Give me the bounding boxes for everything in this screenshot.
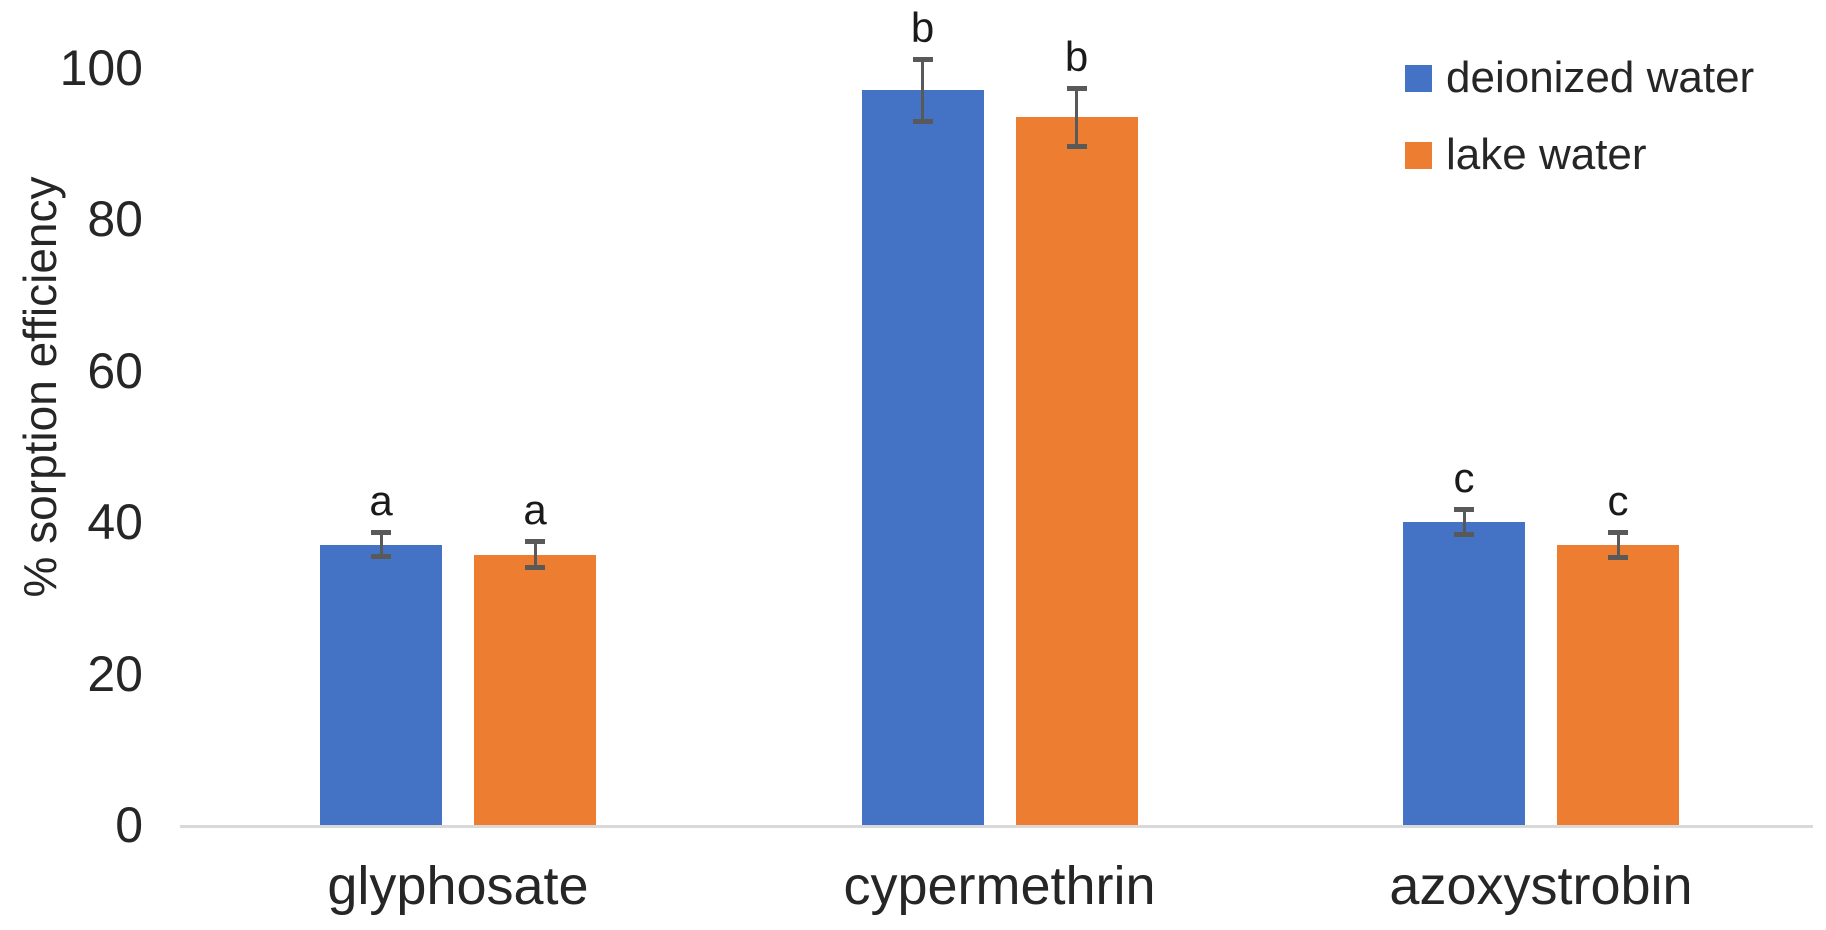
y-tick-label: 20 — [87, 645, 143, 702]
bar-deionized-water-cypermethrin — [861, 90, 984, 825]
significance-letter: c — [1453, 453, 1475, 501]
error-bar-cap-bottom — [1454, 532, 1474, 538]
bar-lake-water-glyphosate — [474, 554, 596, 825]
bar-lake-water-azoxystrobin — [1557, 544, 1679, 825]
x-axis-line — [180, 825, 1813, 828]
error-bar-line — [1616, 532, 1620, 557]
error-bar-cap-top — [1454, 506, 1474, 512]
legend-swatch-deionized-water — [1405, 64, 1432, 92]
significance-letter: a — [523, 485, 547, 533]
category-label-cypermethrin: cypermethrin — [843, 856, 1156, 916]
error-bar-cap-top — [1066, 85, 1087, 91]
error-bar-line — [379, 533, 383, 557]
error-bar-cap-bottom — [525, 565, 545, 571]
y-tick-label: 100 — [59, 39, 143, 96]
significance-letter: b — [910, 3, 935, 51]
y-tick-label: 80 — [87, 191, 143, 247]
error-bar-cap-top — [912, 56, 933, 62]
bar-lake-water-cypermethrin — [1015, 117, 1138, 825]
error-bar-cap-top — [371, 530, 391, 536]
error-bar-cap-bottom — [1608, 554, 1628, 560]
legend-item-deionized-water: deionized water — [1405, 52, 1754, 104]
y-tick-label: 40 — [87, 494, 143, 550]
error-bar-line — [1075, 88, 1078, 147]
legend-item-lake-water: lake water — [1405, 129, 1647, 181]
category-label-glyphosate: glyphosate — [327, 856, 589, 916]
error-bar-line — [1462, 509, 1466, 535]
legend-label-deionized-water: deionized water — [1446, 53, 1755, 102]
error-bar-cap-bottom — [1066, 144, 1087, 150]
category-label-azoxystrobin: azoxystrobin — [1389, 856, 1693, 916]
error-bar-line — [533, 541, 537, 568]
error-bar-cap-bottom — [912, 118, 933, 124]
bar-deionized-water-azoxystrobin — [1403, 522, 1525, 825]
significance-letter: c — [1607, 476, 1629, 524]
error-bar-cap-bottom — [371, 554, 391, 560]
error-bar-line — [921, 59, 924, 121]
significance-letter: a — [369, 477, 393, 525]
error-bar-cap-top — [1608, 529, 1628, 535]
bar-deionized-water-glyphosate — [320, 544, 442, 825]
y-tick-label: 0 — [115, 797, 143, 853]
legend-swatch-lake-water — [1405, 141, 1432, 169]
y-tick-label: 60 — [87, 342, 143, 399]
significance-letter: b — [1064, 32, 1089, 80]
error-bar-cap-top — [525, 538, 545, 544]
legend-label-lake-water: lake water — [1446, 130, 1647, 179]
